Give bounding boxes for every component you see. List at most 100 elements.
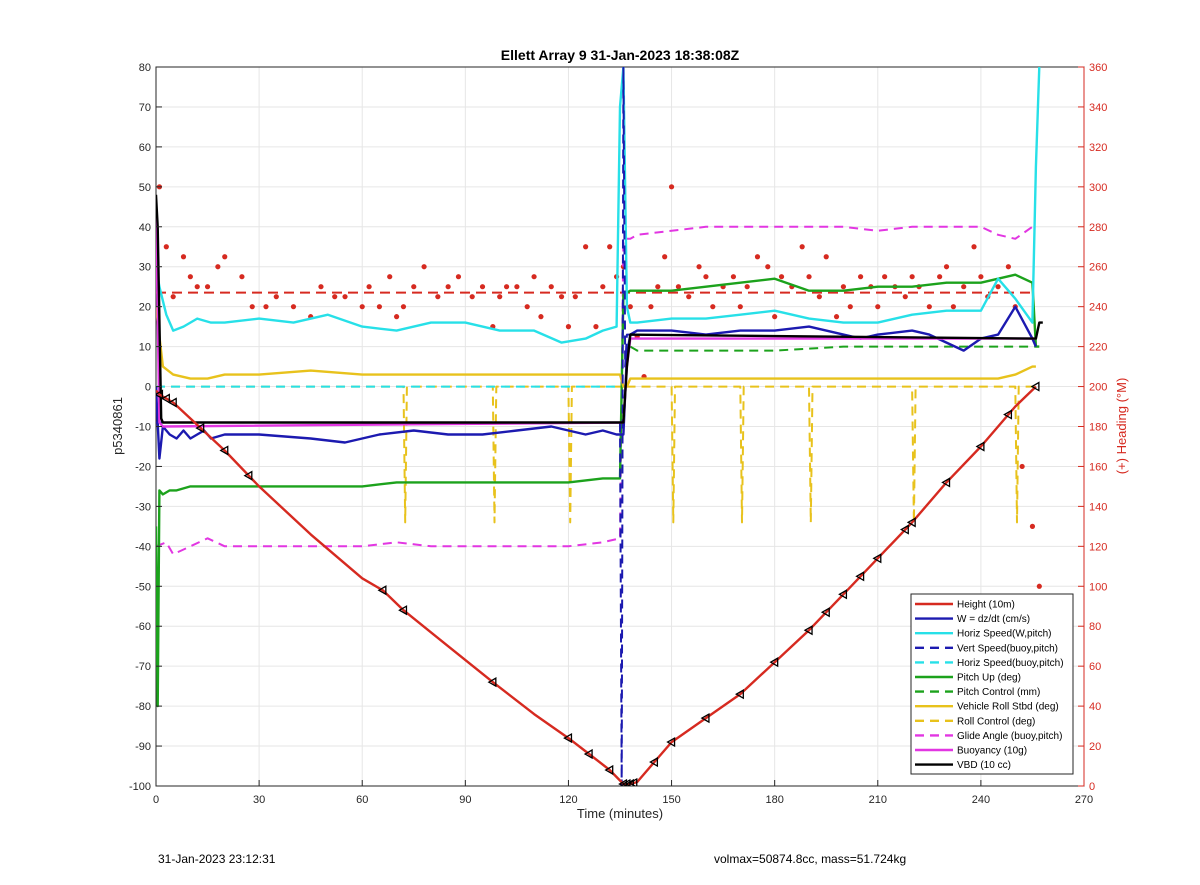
- y-axis-label: p5340861: [110, 397, 125, 455]
- heading-point: [926, 304, 932, 310]
- y2-tick-label: 240: [1089, 302, 1107, 314]
- heading-point: [503, 284, 510, 290]
- heading-point: [882, 274, 888, 280]
- heading-point: [376, 304, 383, 310]
- y-tick-label: 0: [145, 382, 151, 394]
- heading-point: [249, 304, 255, 310]
- legend-label: Horiz Speed(buoy,pitch): [957, 658, 1064, 669]
- y2-tick-label: 140: [1089, 501, 1107, 513]
- y-tick-label: 70: [139, 102, 151, 114]
- heading-point: [627, 304, 633, 310]
- legend-label: Vehicle Roll Stbd (deg): [957, 702, 1059, 713]
- y2-tick-label: 280: [1089, 222, 1107, 234]
- heading-point: [400, 304, 407, 310]
- heading-point: [194, 284, 200, 290]
- y-tick-label: -80: [135, 701, 151, 713]
- x-tick-label: 30: [253, 794, 265, 806]
- heading-point: [600, 284, 606, 290]
- heading-point: [445, 284, 451, 290]
- height-marker: [219, 445, 229, 456]
- axes-layer: 0 30 60 90 120 150 180 210 240 270-100-90-80-70-6…: [129, 62, 1107, 806]
- heading-point: [833, 314, 840, 320]
- series-line-horiz-speed-w-pitch: [156, 67, 1041, 344]
- height-marker: [941, 477, 951, 488]
- heading-point: [421, 264, 427, 270]
- y2-tick-label: 360: [1089, 62, 1107, 74]
- footer-timestamp: 31-Jan-2023 23:12:31: [158, 852, 276, 866]
- y-tick-label: -40: [135, 541, 151, 553]
- height-marker: [563, 732, 573, 744]
- heading-point: [909, 274, 915, 280]
- heading-point: [290, 304, 297, 310]
- y-tick-label: 40: [139, 222, 151, 234]
- y-tick-label: -10: [135, 422, 151, 434]
- heading-point: [754, 254, 761, 260]
- heading-point: [961, 284, 967, 290]
- heading-point: [531, 274, 537, 280]
- y2-axis-label: (+) Heading (°M): [1114, 378, 1129, 475]
- heading-point: [857, 274, 864, 280]
- y-tick-label: -50: [135, 581, 151, 593]
- heading-point: [675, 284, 682, 290]
- heading-point: [1036, 583, 1042, 589]
- y2-tick-label: 160: [1089, 461, 1107, 473]
- heading-point: [710, 304, 716, 310]
- height-marker: [1030, 381, 1040, 392]
- heading-point: [387, 274, 393, 280]
- heading-point: [239, 274, 245, 280]
- heading-point: [163, 244, 169, 250]
- height-marker: [803, 625, 813, 636]
- height-marker: [906, 517, 916, 528]
- height-marker: [195, 422, 205, 434]
- heading-point: [318, 284, 324, 290]
- x-tick-label: 60: [356, 794, 368, 806]
- legend-box: [910, 593, 1074, 775]
- height-marker: [1003, 409, 1013, 420]
- heading-point: [772, 314, 778, 320]
- legend-label: Horiz Speed(W,pitch): [957, 629, 1051, 640]
- heading-point: [187, 274, 193, 280]
- height-marker: [666, 736, 676, 748]
- heading-point: [215, 264, 221, 270]
- y-tick-label: 50: [139, 182, 151, 194]
- y-tick-label: -20: [135, 461, 151, 473]
- height-marker: [377, 585, 387, 596]
- height-marker: [621, 778, 631, 786]
- heading-point: [1005, 264, 1011, 270]
- x-tick-label: 150: [662, 794, 680, 806]
- height-marker: [855, 571, 865, 582]
- y-tick-label: -100: [129, 781, 151, 793]
- y2-tick-label: 0: [1089, 781, 1095, 793]
- heading-point: [823, 254, 829, 260]
- height-marker: [625, 778, 634, 786]
- height-marker: [604, 764, 614, 776]
- y2-tick-label: 340: [1089, 102, 1107, 114]
- height-marker: [820, 607, 830, 618]
- x-tick-label: 90: [459, 794, 471, 806]
- y-tick-label: 80: [139, 62, 151, 74]
- heading-point: [840, 284, 847, 290]
- height-marker: [398, 605, 408, 616]
- series-line-vert-speed-buoy-pitch: [156, 67, 631, 786]
- height-marker: [487, 677, 497, 688]
- y-tick-label: -70: [135, 661, 151, 673]
- x-tick-label: 180: [765, 794, 783, 806]
- plot-series: [156, 67, 1046, 786]
- y2-tick-label: 100: [1089, 581, 1107, 593]
- series-layer: [156, 67, 1046, 786]
- heading-point: [696, 264, 702, 270]
- heading-point: [479, 284, 486, 290]
- height-marker: [769, 657, 779, 668]
- series-line-pitch-control-mm: [629, 345, 1036, 352]
- height-marker: [583, 748, 593, 760]
- x-axis-label: Time (minutes): [577, 806, 663, 821]
- heading-point: [703, 274, 709, 280]
- y2-tick-label: 220: [1089, 342, 1107, 354]
- height-marker: [167, 397, 177, 408]
- series-line-vbd-10-cc: [156, 194, 1043, 424]
- series-line-pitch-up-deg: [156, 273, 1040, 708]
- height-marker: [649, 756, 659, 768]
- legend-label: Pitch Up (deg): [957, 673, 1021, 684]
- heading-point: [366, 284, 372, 290]
